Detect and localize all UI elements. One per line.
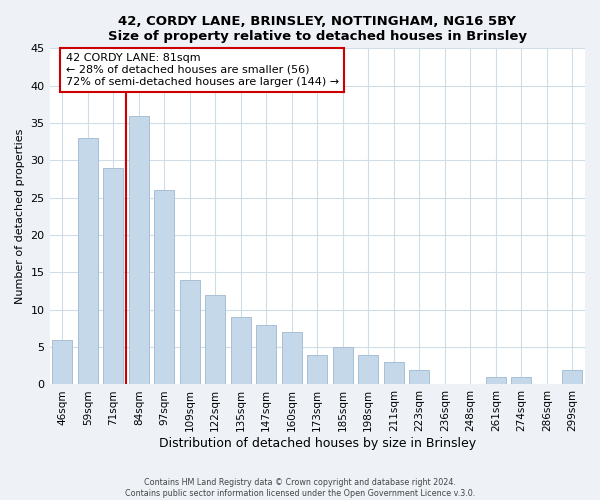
Bar xyxy=(77,138,98,384)
Bar xyxy=(383,362,404,384)
Bar xyxy=(409,370,430,384)
Bar xyxy=(52,340,73,384)
Bar xyxy=(205,295,226,384)
Bar xyxy=(256,324,277,384)
Title: 42, CORDY LANE, BRINSLEY, NOTTINGHAM, NG16 5BY
Size of property relative to deta: 42, CORDY LANE, BRINSLEY, NOTTINGHAM, NG… xyxy=(108,15,527,43)
Bar xyxy=(562,370,583,384)
X-axis label: Distribution of detached houses by size in Brinsley: Distribution of detached houses by size … xyxy=(159,437,476,450)
Bar xyxy=(128,116,149,384)
Y-axis label: Number of detached properties: Number of detached properties xyxy=(15,128,25,304)
Bar xyxy=(179,280,200,384)
Bar xyxy=(358,354,379,384)
Bar xyxy=(230,317,251,384)
Text: 42 CORDY LANE: 81sqm
← 28% of detached houses are smaller (56)
72% of semi-detac: 42 CORDY LANE: 81sqm ← 28% of detached h… xyxy=(65,54,339,86)
Bar xyxy=(281,332,302,384)
Bar xyxy=(485,377,506,384)
Bar xyxy=(103,168,124,384)
Bar xyxy=(307,354,328,384)
Bar xyxy=(511,377,532,384)
Bar xyxy=(332,347,353,385)
Text: Contains HM Land Registry data © Crown copyright and database right 2024.
Contai: Contains HM Land Registry data © Crown c… xyxy=(125,478,475,498)
Bar xyxy=(154,190,175,384)
